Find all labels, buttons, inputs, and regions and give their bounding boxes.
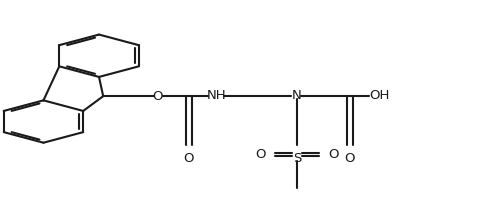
Text: O: O — [184, 152, 194, 165]
Text: O: O — [153, 90, 163, 103]
Text: O: O — [256, 148, 266, 161]
Text: OH: OH — [369, 89, 389, 101]
Text: O: O — [328, 148, 339, 161]
Text: NH: NH — [206, 89, 226, 101]
Text: S: S — [293, 152, 301, 165]
Text: N: N — [292, 89, 302, 101]
Text: O: O — [345, 152, 355, 165]
